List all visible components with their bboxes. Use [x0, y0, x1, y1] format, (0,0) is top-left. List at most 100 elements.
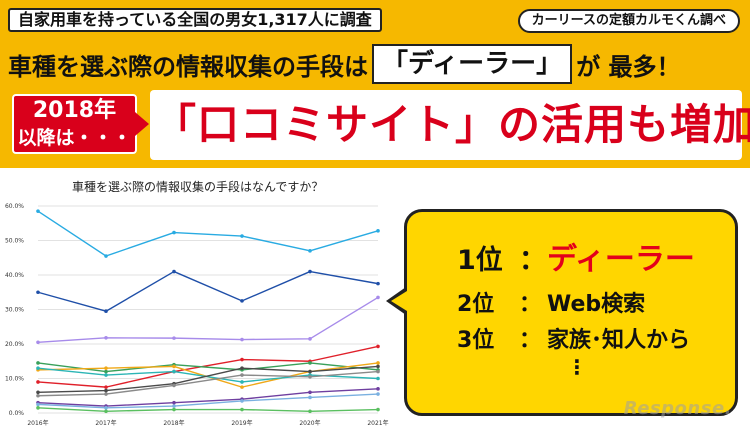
series-point-6 — [240, 385, 244, 389]
series-point-12 — [36, 406, 40, 410]
y-tick-label: 10.0% — [5, 376, 24, 383]
series-point-1 — [240, 234, 244, 238]
ranking-callout: 1位 ：ディーラー 2位： Web検索 3位：家族･知人から ⋮ — [404, 209, 738, 416]
series-line-11 — [37, 393, 379, 409]
series-point-11 — [376, 392, 380, 396]
chart-title: 車種を選ぶ際の情報収集の手段はなんですか？ — [72, 180, 324, 194]
series-point-2 — [172, 269, 176, 274]
year-badge-since: 以降は・・・ — [17, 127, 132, 149]
series-point-7 — [36, 366, 40, 370]
series-line-9 — [37, 370, 379, 397]
headline: 車種を選ぶ際の情報収集の手段は 「ディーラー」 が 最多！ — [8, 43, 742, 85]
series-point-11 — [36, 402, 40, 407]
series-point-9 — [376, 369, 380, 374]
series-point-2 — [240, 299, 244, 303]
series-point-4 — [36, 380, 40, 384]
x-tick-label: 2017年 — [95, 419, 116, 427]
series-point-6 — [104, 366, 108, 370]
main-message: 「口コミサイト」の活用も増加 — [150, 90, 750, 160]
rank-label: 1位 — [457, 245, 503, 276]
series-point-7 — [240, 380, 244, 384]
rank-answer: 家族･知人から — [547, 328, 691, 353]
y-tick-label: 60.0% — [5, 203, 24, 210]
series-line-10 — [37, 388, 379, 407]
x-tick-label: 2016年 — [27, 419, 48, 427]
series-point-11 — [172, 404, 176, 408]
series-point-8 — [36, 390, 40, 395]
series-point-11 — [104, 406, 108, 410]
series-point-9 — [240, 373, 244, 377]
series-point-4 — [104, 385, 108, 389]
series-point-8 — [240, 366, 244, 370]
chart-axes: 0.0% 10.0% 20.0% 30.0% 40.0% 50.0% 60.0% 2016年 2… — [5, 203, 389, 427]
series-point-12 — [308, 409, 312, 414]
series-point-2 — [104, 309, 108, 314]
y-tick-label: 50.0% — [5, 238, 24, 245]
callout-tail-fill — [391, 291, 407, 311]
headline-before: 車種を選ぶ際の情報収集の手段は — [8, 52, 368, 81]
series-point-1 — [376, 229, 380, 233]
series-point-3 — [36, 340, 40, 345]
x-tick-label: 2020年 — [299, 419, 320, 427]
series-point-11 — [308, 395, 312, 400]
series-line-4 — [37, 345, 379, 388]
series-point-8 — [104, 388, 108, 393]
more-items-indicator: ⋮ — [567, 355, 587, 379]
rank-label: 2位 — [457, 292, 495, 317]
series-point-9 — [172, 383, 176, 388]
headline-after: が 最多！ — [576, 52, 681, 81]
series-point-8 — [308, 369, 312, 374]
series-point-6 — [172, 364, 176, 369]
series-point-2 — [376, 281, 380, 286]
ranking-item-3: 3位 ：家族･知人から — [457, 322, 690, 354]
series-point-1 — [104, 254, 108, 258]
line-chart: 0.0% 10.0% 20.0% 30.0% 40.0% 50.0% 60.0% 2016年 2… — [0, 168, 750, 430]
series-point-12 — [104, 409, 108, 414]
series-point-5 — [308, 361, 312, 365]
series-point-1 — [36, 209, 40, 213]
chart-svg: 0.0% 10.0% 20.0% 30.0% 40.0% 50.0% 60.0% 2016年 2… — [5, 203, 389, 427]
series-point-12 — [376, 407, 380, 412]
series-point-4 — [240, 357, 244, 362]
series-point-5 — [36, 361, 40, 365]
y-tick-label: 0.0% — [9, 410, 25, 417]
series-point-9 — [36, 393, 40, 398]
x-tick-label: 2019年 — [231, 419, 252, 427]
series-point-1 — [308, 249, 312, 253]
ranking-item-2: 2位 ： Web検索 — [457, 286, 645, 318]
chart-series — [36, 209, 380, 414]
series-line-2 — [37, 270, 379, 312]
y-tick-label: 20.0% — [5, 341, 24, 348]
survey-description: 自家用車を持っている全国の男女1,317人に調査 — [8, 8, 382, 32]
y-tick-label: 40.0% — [5, 272, 24, 279]
series-line-5 — [37, 362, 379, 373]
series-point-2 — [308, 269, 312, 274]
series-point-4 — [376, 344, 380, 349]
rank-answer: ディーラー — [547, 242, 695, 277]
watermark-logo: Response. — [623, 398, 732, 419]
series-line-8 — [37, 365, 379, 393]
series-point-6 — [376, 361, 380, 365]
year-badge-year: 2018年 — [32, 98, 117, 123]
x-tick-label: 2021年 — [367, 419, 388, 427]
banner: 自家用車を持っている全国の男女1,317人に調査 カーリースの定額カルモくん調べ… — [0, 0, 750, 168]
series-point-5 — [104, 369, 108, 374]
series-point-10 — [172, 400, 176, 405]
source-credit: カーリースの定額カルモくん調べ — [517, 9, 740, 33]
series-point-3 — [172, 336, 176, 340]
series-line-1 — [37, 210, 379, 257]
series-point-7 — [376, 376, 380, 381]
series-point-10 — [376, 387, 380, 391]
rank-colon: ： — [519, 292, 542, 317]
rank-colon: ： — [519, 245, 546, 276]
year-badge: 2018年 以降は・・・ — [12, 94, 137, 154]
series-point-2 — [36, 290, 40, 295]
arrow-right-icon — [135, 112, 149, 136]
series-point-3 — [104, 335, 108, 340]
series-point-8 — [376, 364, 380, 369]
x-tick-label: 2018年 — [163, 419, 184, 427]
headline-highlight: 「ディーラー」 — [372, 44, 573, 84]
ranking-item-1: 1位 ：ディーラー — [457, 234, 695, 278]
series-point-9 — [104, 392, 108, 396]
rank-label: 3位 — [457, 328, 495, 353]
